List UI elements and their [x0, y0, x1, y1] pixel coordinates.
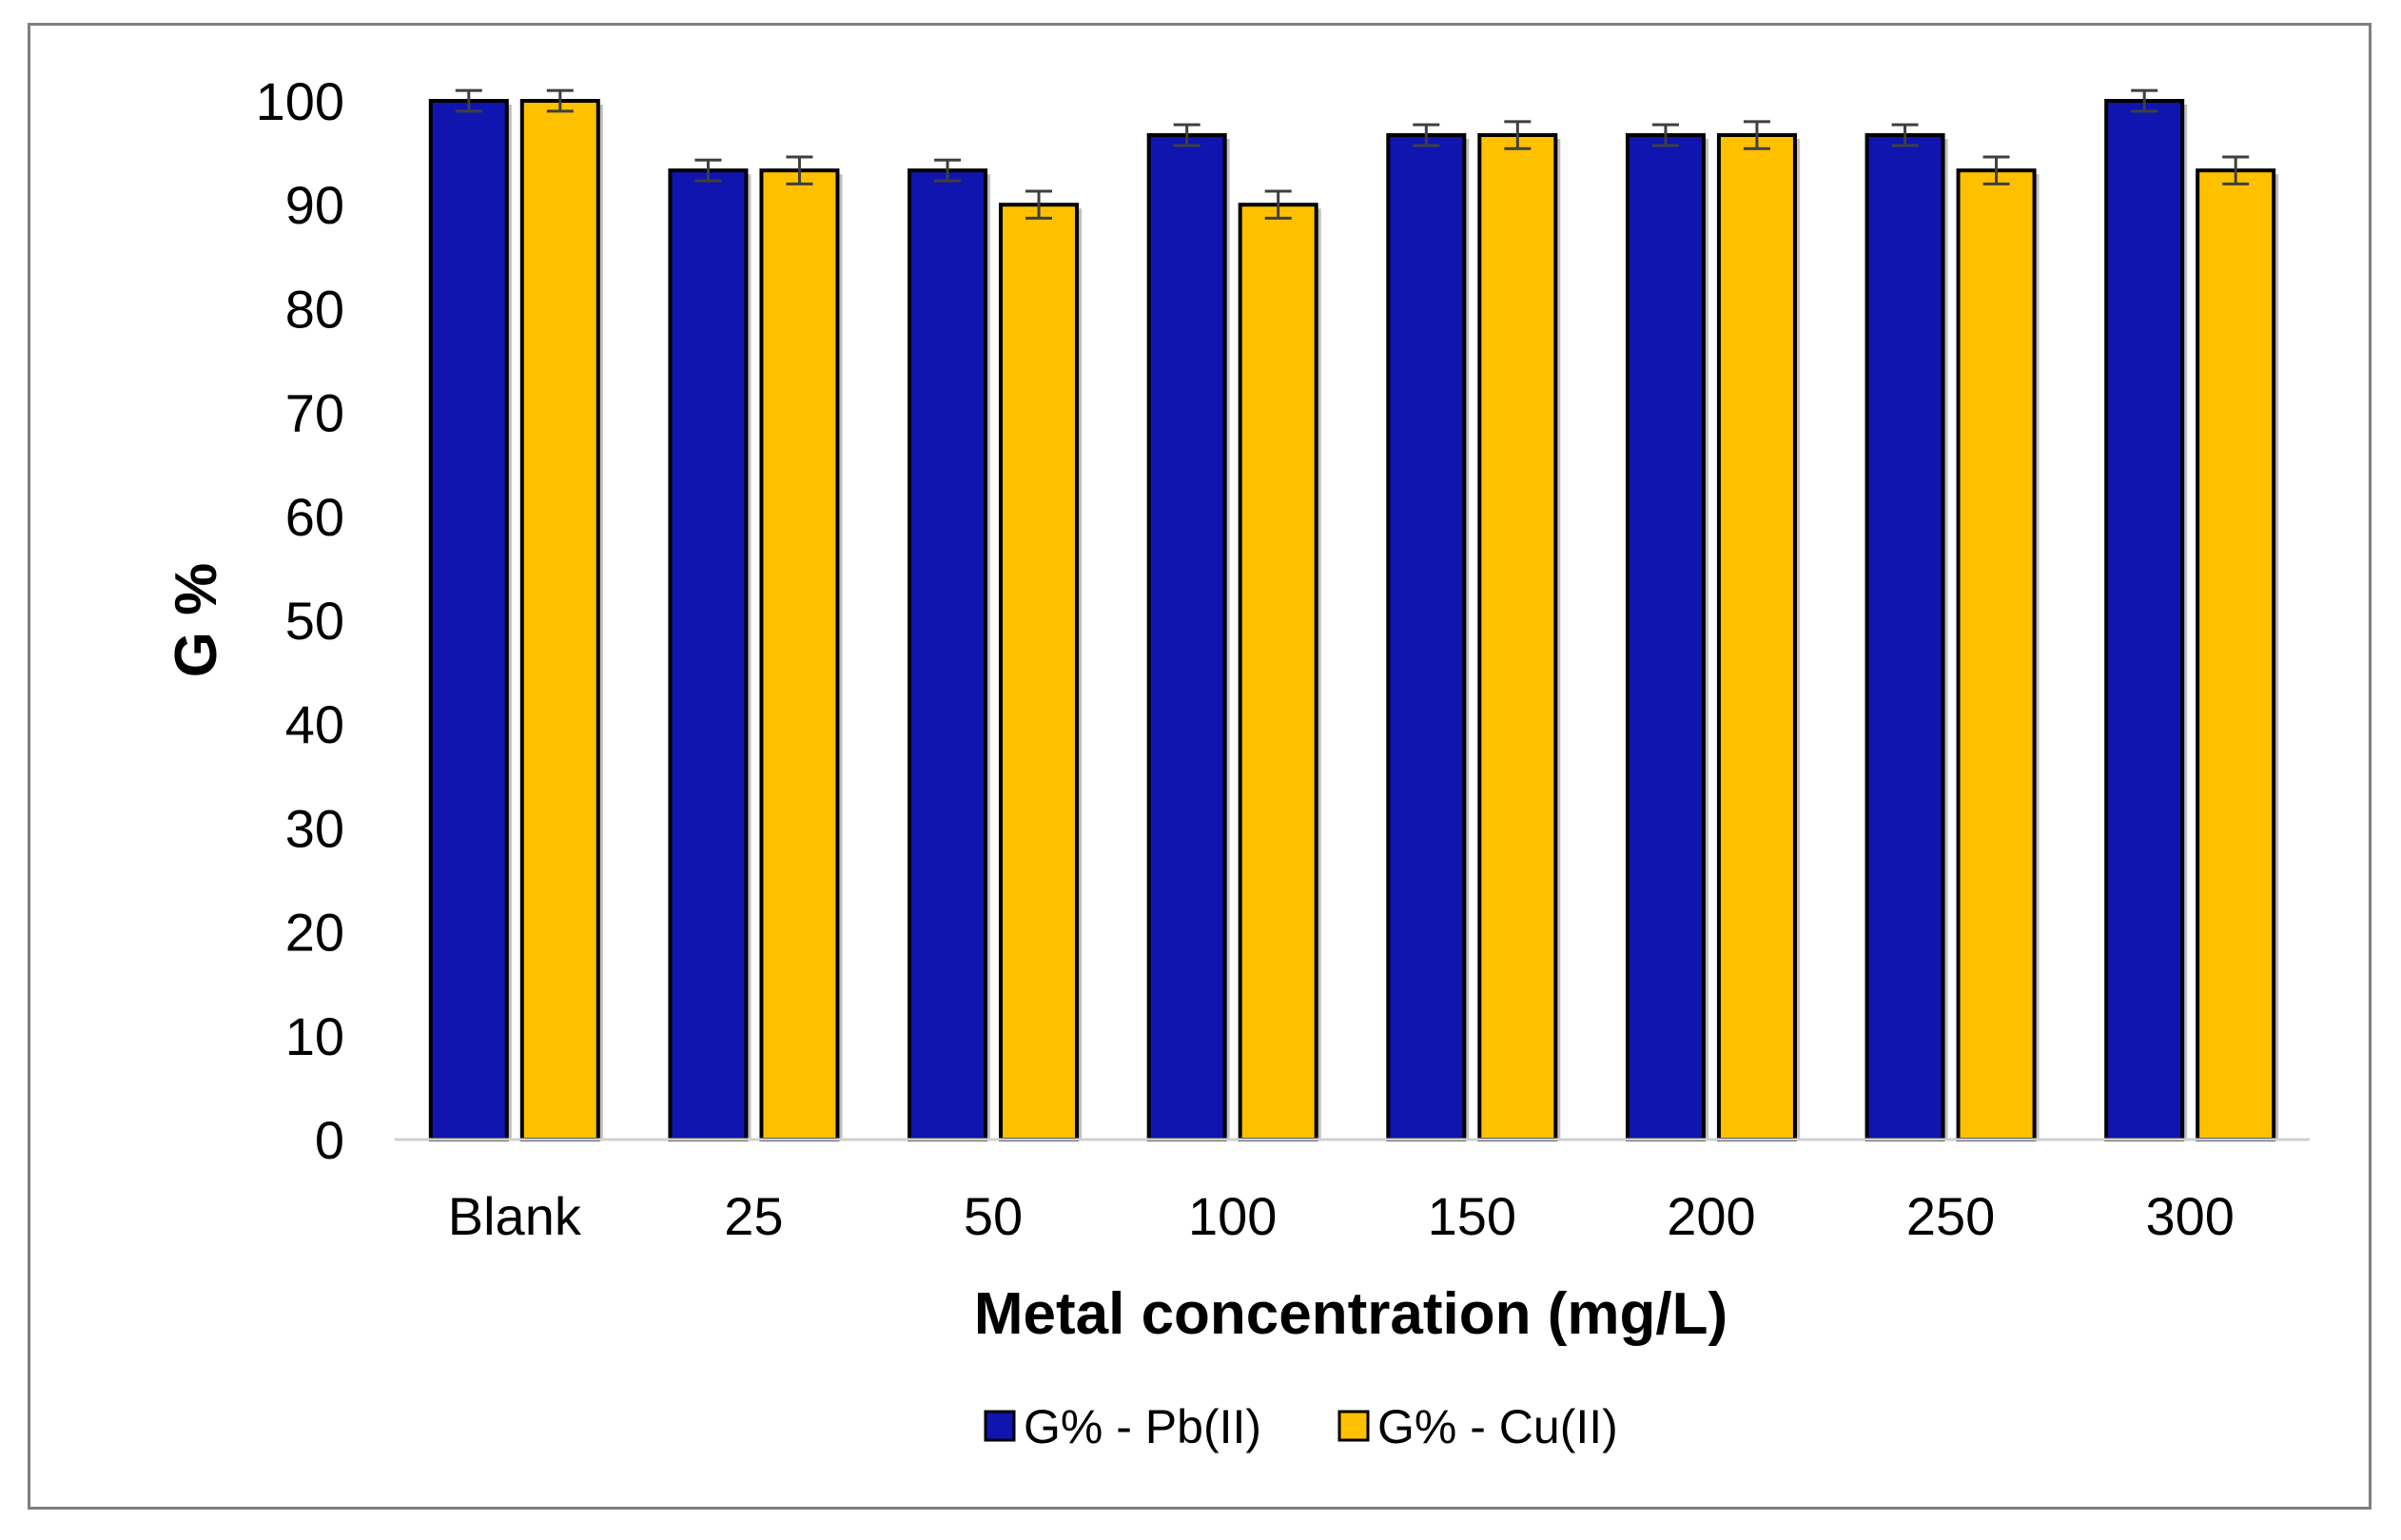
- bar-cu-300: [2196, 168, 2276, 1141]
- legend-label-pb: G% - Pb(II): [1024, 1400, 1261, 1453]
- x-tick-label: 200: [1667, 1186, 1755, 1246]
- bar-pb-200: [1625, 133, 1706, 1141]
- y-tick-label: 40: [285, 694, 344, 754]
- legend: G% - Pb(II) G% - Cu(II): [984, 1400, 1618, 1453]
- y-axis-ticks: 0 10 20 30 40 50 60 70 80 90 100: [256, 71, 344, 1170]
- x-tick-label: 250: [1906, 1186, 1995, 1246]
- bar-cu-50: [999, 203, 1080, 1141]
- bar-cu-200: [1716, 133, 1797, 1141]
- y-axis-title: G %: [164, 563, 229, 678]
- y-tick-label: 30: [285, 798, 344, 858]
- y-tick-label: 60: [285, 487, 344, 547]
- y-tick-label: 90: [285, 175, 344, 235]
- x-axis-title: Metal concentration (mg/L): [974, 1281, 1728, 1347]
- x-tick-label: 50: [964, 1186, 1023, 1246]
- bar-pb-300: [2104, 99, 2185, 1141]
- y-tick-label: 80: [285, 279, 344, 339]
- y-tick-label: 0: [315, 1110, 344, 1170]
- bar-pb-50: [908, 168, 988, 1141]
- y-tick-label: 100: [256, 71, 344, 131]
- bar-cu-150: [1477, 133, 1558, 1141]
- x-tick-label: 25: [724, 1186, 783, 1246]
- bar-pb-150: [1386, 133, 1467, 1141]
- bar-cu-250: [1956, 168, 2037, 1141]
- bar-cu-blank: [519, 99, 600, 1141]
- bar-pb-100: [1146, 133, 1227, 1141]
- y-tick-label: 70: [285, 383, 344, 443]
- legend-swatch-cu: [1337, 1410, 1370, 1442]
- x-tick-label: 150: [1428, 1186, 1516, 1246]
- legend-swatch-pb: [984, 1410, 1016, 1442]
- bar-pb-blank: [428, 99, 509, 1141]
- bar-cu-25: [759, 168, 840, 1141]
- x-tick-label: Blank: [448, 1186, 582, 1246]
- x-tick-label: 100: [1188, 1186, 1277, 1246]
- y-tick-label: 50: [285, 591, 344, 651]
- bars: [428, 99, 2279, 1141]
- y-tick-label: 20: [285, 903, 344, 963]
- bar-cu-100: [1238, 203, 1318, 1141]
- error-bars: [455, 88, 2250, 220]
- bar-pb-250: [1864, 133, 1945, 1141]
- x-axis-ticks: Blank 25 50 100 150 200 250 300: [448, 1186, 2235, 1246]
- y-tick-label: 10: [285, 1006, 344, 1066]
- bar-pb-25: [668, 168, 749, 1141]
- legend-label-cu: G% - Cu(II): [1377, 1400, 1618, 1453]
- x-tick-label: 300: [2145, 1186, 2234, 1246]
